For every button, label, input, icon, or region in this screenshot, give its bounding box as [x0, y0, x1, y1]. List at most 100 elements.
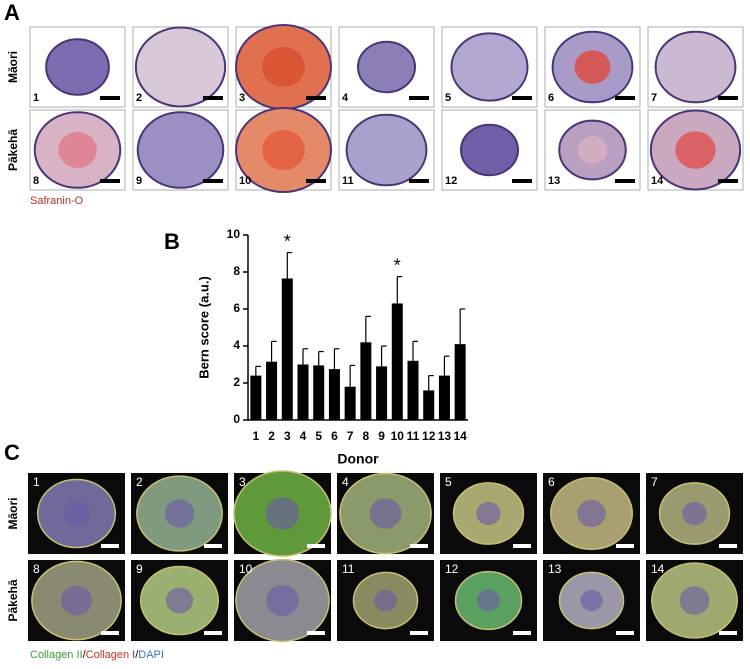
separator: /: [135, 649, 139, 661]
x-tick-label: 13: [438, 429, 452, 443]
scale-bar: [307, 544, 325, 548]
nucleus-region: [60, 585, 93, 616]
scale-bar: [306, 179, 326, 183]
bar: [266, 361, 278, 420]
tile-number: 5: [445, 92, 451, 104]
row-label: Pākehā: [6, 579, 20, 621]
tile-number: 11: [342, 562, 355, 576]
stain-spot: [675, 131, 716, 169]
y-tick-label: 8: [233, 264, 240, 278]
tile-number: 12: [445, 562, 459, 576]
y-tick-label: 10: [227, 227, 241, 241]
x-tick-label: 10: [391, 429, 405, 443]
scale-bar: [512, 179, 532, 183]
legend-entry: Collagen I: [86, 649, 136, 661]
x-tick-label: 12: [422, 429, 436, 443]
nucleus-region: [62, 500, 91, 527]
bar: [250, 375, 262, 420]
scale-bar: [203, 179, 223, 183]
scale-bar: [513, 631, 531, 635]
legend-entry: DAPI: [138, 649, 164, 661]
y-tick-label: 0: [233, 412, 240, 426]
scale-bar: [204, 631, 222, 635]
x-tick-label: 3: [284, 429, 291, 443]
tile-number: 4: [342, 92, 349, 104]
panel-label: C: [4, 440, 20, 465]
scale-bar: [616, 544, 634, 548]
bar: [313, 365, 325, 420]
x-tick-label: 2: [268, 429, 275, 443]
scale-bar: [306, 96, 326, 100]
scale-bar: [615, 96, 635, 100]
legend-entry: Collagen II: [30, 649, 83, 661]
tile-number: 13: [548, 562, 562, 576]
scale-bar: [718, 96, 738, 100]
tissue: [357, 40, 416, 94]
tile-number: 2: [136, 475, 143, 489]
tile-number: 7: [651, 475, 658, 489]
tile-number: 3: [239, 475, 246, 489]
tile-number: 14: [651, 175, 664, 187]
bar: [328, 369, 340, 420]
x-tick-label: 6: [331, 429, 338, 443]
stain-label: Safranin-O: [30, 195, 84, 207]
x-tick-label: 7: [347, 429, 354, 443]
scale-bar: [719, 631, 737, 635]
nucleus-region: [374, 589, 397, 612]
tile-number: 6: [548, 475, 555, 489]
scale-bar: [307, 631, 325, 635]
x-tick-label: 8: [363, 429, 370, 443]
tile-number: 10: [239, 175, 251, 187]
stain-spot: [58, 132, 97, 168]
tile-number: 4: [342, 475, 349, 489]
tile-number: 9: [136, 562, 143, 576]
tissue: [345, 113, 428, 187]
tile-number: 7: [651, 92, 657, 104]
nucleus-region: [679, 586, 710, 615]
tile-number: 8: [33, 175, 39, 187]
tissue: [450, 32, 529, 102]
x-tick-label: 4: [300, 429, 307, 443]
bar: [344, 386, 356, 420]
panel-label: A: [4, 0, 20, 25]
x-tick-label: 5: [315, 429, 322, 443]
bar: [297, 364, 309, 420]
scale-bar: [101, 544, 119, 548]
scale-bar: [409, 179, 429, 183]
bar: [281, 278, 293, 420]
tissue: [136, 111, 225, 189]
bar: [376, 366, 388, 420]
bar: [407, 360, 419, 420]
scale-bar: [718, 179, 738, 183]
tile-number: 9: [136, 175, 142, 187]
nucleus-region: [476, 589, 501, 612]
y-axis-label: Bern score (a.u.): [196, 276, 211, 379]
y-tick-label: 2: [233, 375, 240, 389]
scale-bar: [203, 96, 223, 100]
x-axis-label: Donor: [337, 451, 379, 467]
scale-bar: [512, 96, 532, 100]
tissue: [45, 38, 110, 96]
scale-bar: [101, 631, 119, 635]
nucleus-region: [577, 499, 606, 528]
tissue: [654, 30, 737, 104]
nucleus-region: [580, 589, 603, 612]
x-tick-label: 11: [407, 429, 420, 443]
x-tick-label: 14: [453, 429, 467, 443]
tile-number: 14: [651, 562, 665, 576]
tile-number: 11: [342, 175, 354, 187]
stain-spot: [262, 47, 305, 87]
stain-spot: [262, 130, 305, 170]
tile-number: 1: [33, 92, 39, 104]
scale-bar: [410, 631, 428, 635]
tissue: [460, 123, 519, 177]
nucleus-region: [165, 587, 194, 614]
scale-bar: [719, 544, 737, 548]
nucleus-region: [369, 498, 402, 529]
panel-label: B: [164, 229, 180, 254]
bar: [360, 342, 372, 420]
tissue: [134, 26, 227, 108]
nucleus-region: [682, 501, 707, 526]
row-label: Māori: [6, 497, 20, 529]
